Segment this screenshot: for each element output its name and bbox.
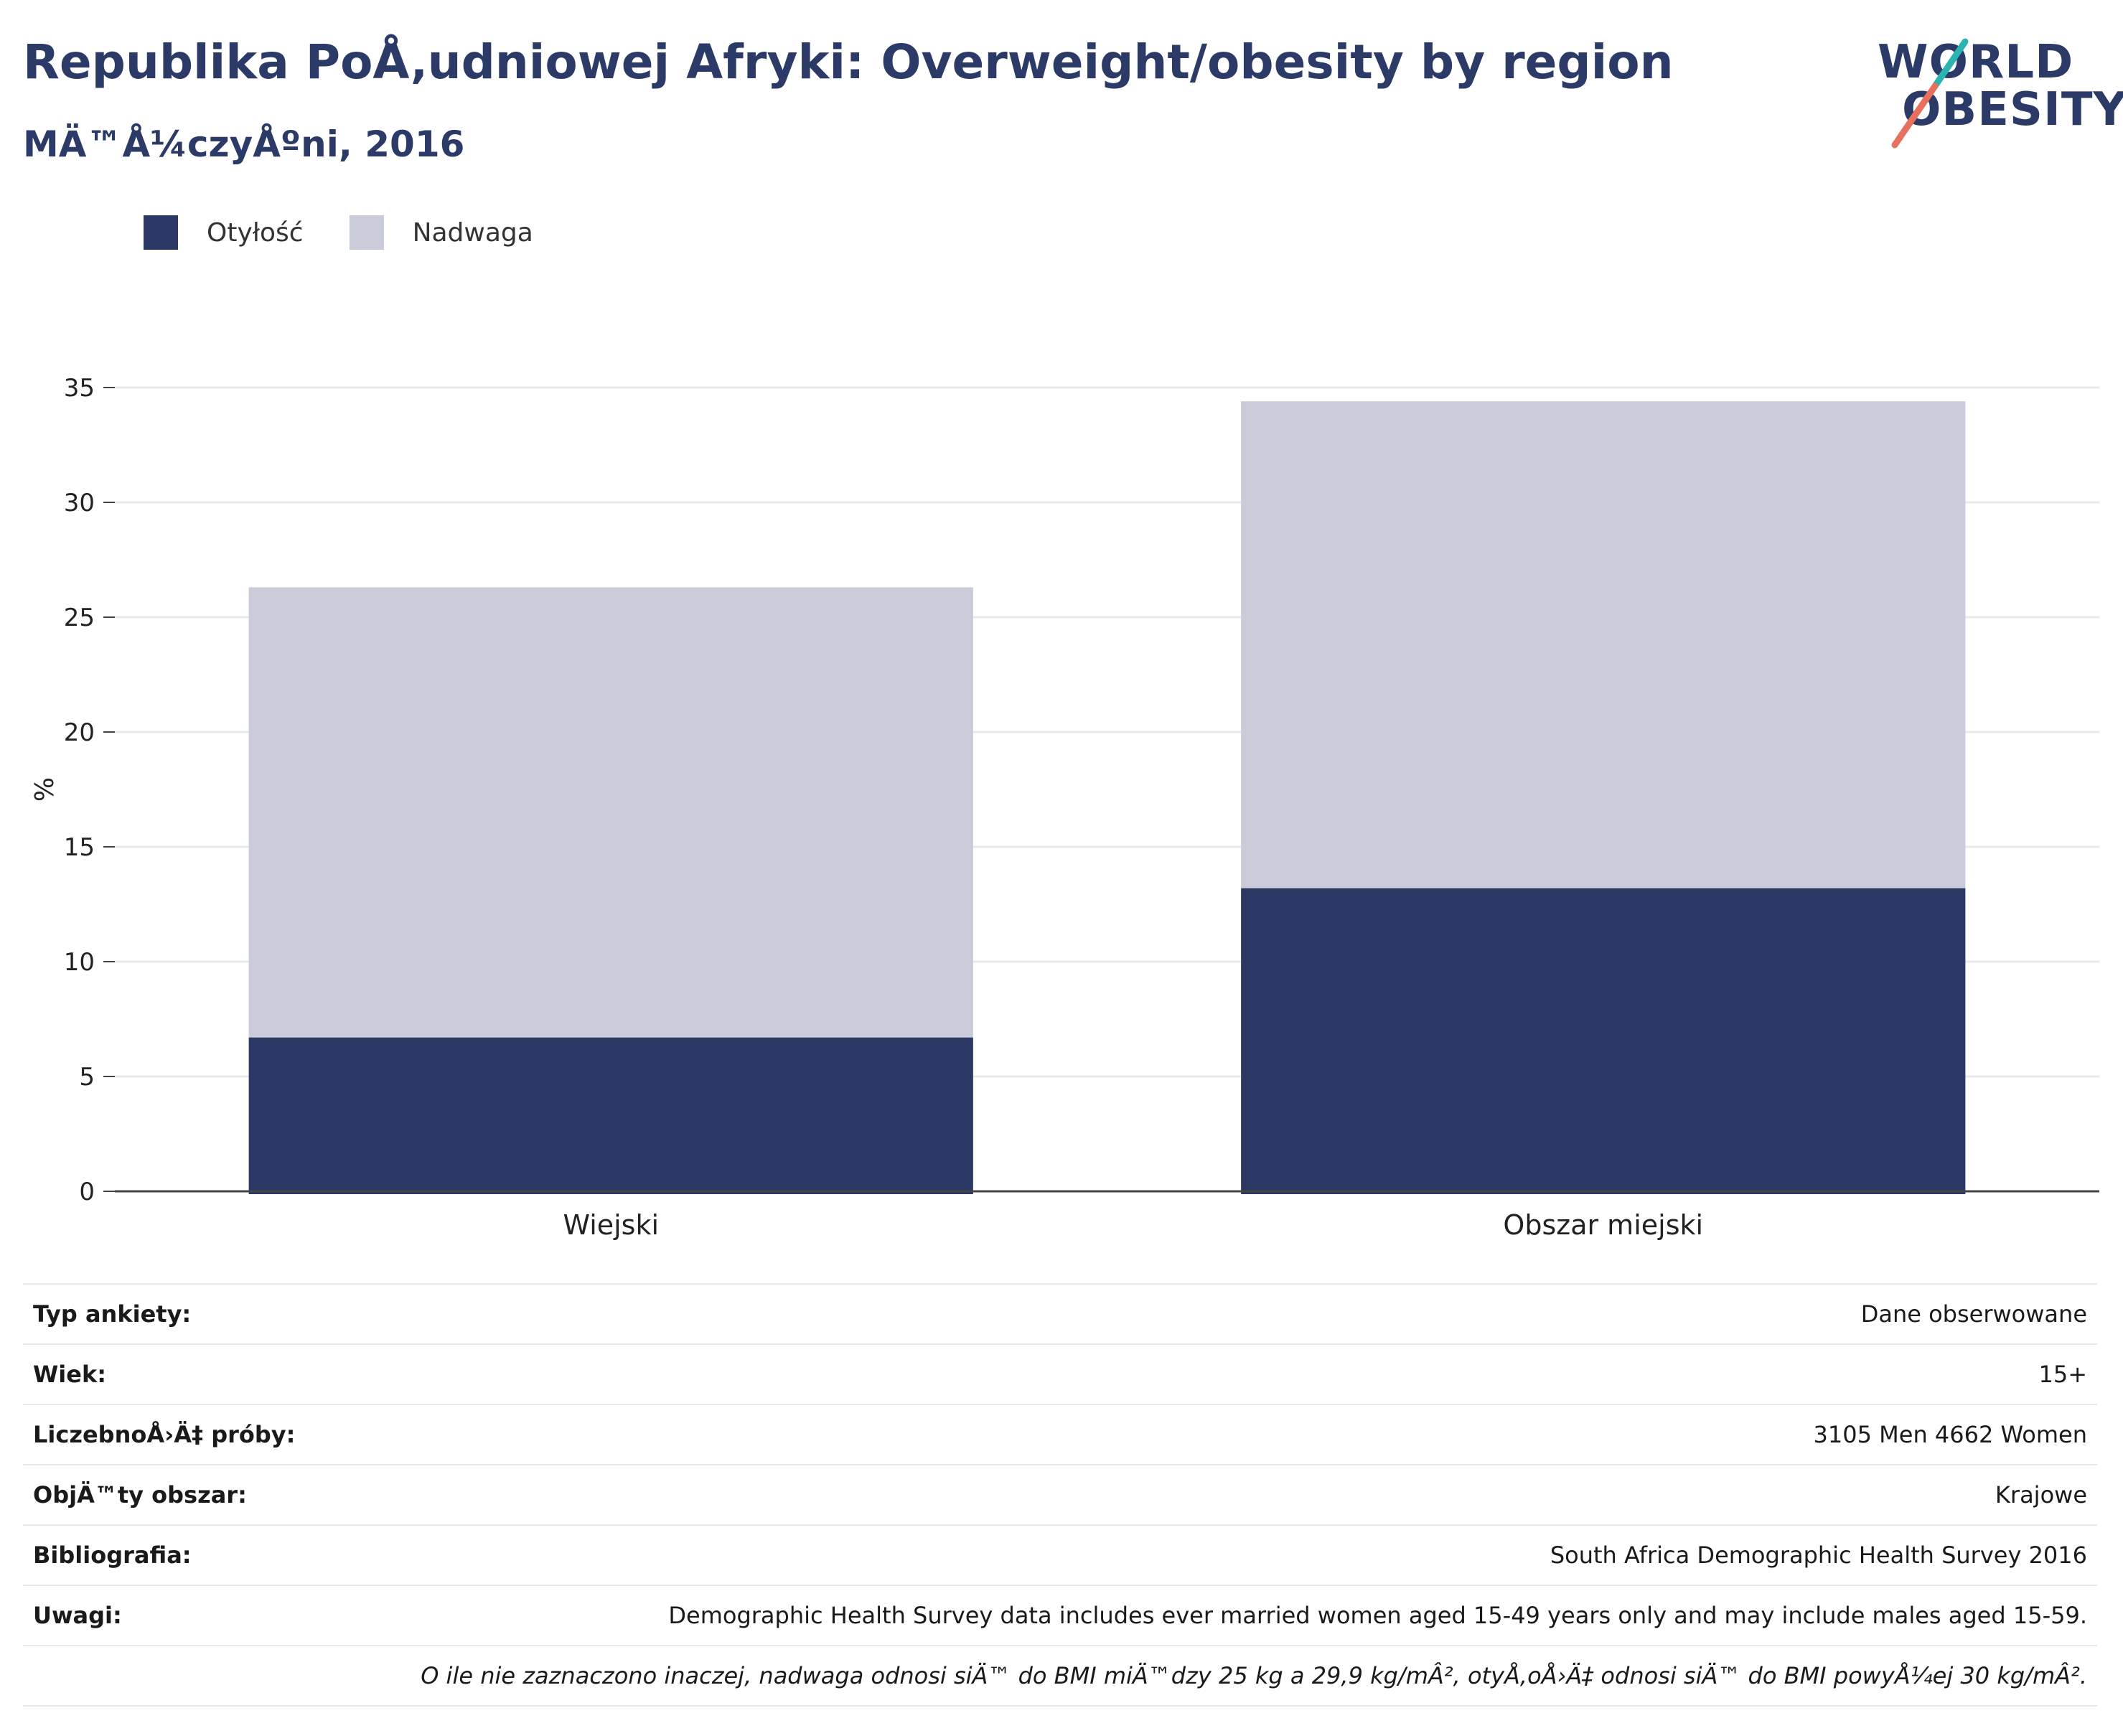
info-value: Dane obserwowane	[1860, 1300, 2087, 1328]
info-key: Bibliografia:	[33, 1542, 192, 1569]
stacked-bar-chart: 0 5 10 15 20 25 30 35% Wiejski Obszar miejski	[30, 374, 2099, 1241]
y-tick-label: 10	[64, 948, 95, 977]
logo-slash-icon	[1891, 38, 1969, 149]
bar-overweight-1	[1241, 401, 1966, 888]
legend-item-overweight[interactable]: Nadwaga	[349, 215, 533, 250]
info-row-area-covered: ObjÄ™ty obszar: Krajowe	[23, 1464, 2097, 1524]
info-value: South Africa Demographic Health Survey 2…	[1550, 1542, 2087, 1569]
legend-label-obesity: Otyłość	[207, 217, 304, 248]
footnote-text: O ile nie zaznaczono inaczej, nadwaga od…	[421, 1662, 2087, 1689]
info-row-sample-size: LiczebnoÅ›Ä‡ próby: 3105 Men 4662 Women	[23, 1404, 2097, 1464]
y-tick-label: 15	[64, 833, 95, 862]
info-row-age: Wiek: 15+	[23, 1343, 2097, 1404]
page-subtitle: MÄ™Å¼czyÅºni, 2016	[23, 123, 465, 165]
info-table: Typ ankiety: Dane obserwowane Wiek: 15+ …	[23, 1283, 2097, 1707]
bar-obesity-1	[1241, 888, 1966, 1194]
info-key: Wiek:	[33, 1361, 107, 1388]
chart-legend: Otyłość Nadwaga	[144, 212, 579, 253]
legend-swatch-overweight	[349, 215, 384, 250]
x-tick-label: Obszar miejski	[1503, 1209, 1703, 1241]
legend-label-overweight: Nadwaga	[412, 217, 533, 248]
y-tick-label: 20	[64, 718, 95, 747]
page-title: Republika PoÅ‚udniowej Afryki: Overweigh…	[23, 34, 1674, 90]
info-row-survey-type: Typ ankiety: Dane obserwowane	[23, 1283, 2097, 1343]
info-value: 15+	[2038, 1361, 2087, 1388]
y-tick-label: 30	[64, 489, 95, 517]
info-key: ObjÄ™ty obszar:	[33, 1481, 247, 1509]
info-value: Krajowe	[1995, 1481, 2087, 1509]
y-tick-label: 0	[79, 1178, 95, 1206]
info-row-notes: Uwagi: Demographic Health Survey data in…	[23, 1585, 2097, 1645]
info-value: 3105 Men 4662 Women	[1813, 1421, 2087, 1448]
info-key: Typ ankiety:	[33, 1300, 192, 1328]
x-tick-label: Wiejski	[563, 1209, 659, 1241]
info-row-footnote: O ile nie zaznaczono inaczej, nadwaga od…	[23, 1645, 2097, 1707]
info-row-bibliography: Bibliografia: South Africa Demographic H…	[23, 1524, 2097, 1585]
y-tick-label: 35	[64, 374, 95, 403]
logo-line-1: WORLD	[1878, 36, 2074, 89]
y-tick-label: 5	[79, 1063, 95, 1092]
y-tick-label: 25	[64, 604, 95, 632]
y-axis-label: %	[30, 777, 60, 802]
bar-obesity-0	[248, 1037, 973, 1194]
legend-swatch-obesity	[144, 215, 178, 250]
info-value: Demographic Health Survey data includes …	[668, 1602, 2087, 1629]
bar-overweight-0	[248, 587, 973, 1038]
legend-item-obesity[interactable]: Otyłość	[144, 215, 304, 250]
info-key: LiczebnoÅ›Ä‡ próby:	[33, 1421, 296, 1448]
info-key: Uwagi:	[33, 1602, 122, 1629]
logo-line-2: OBESITY	[1902, 83, 2123, 136]
world-obesity-logo: WORLD OBESITY	[1873, 36, 2123, 151]
